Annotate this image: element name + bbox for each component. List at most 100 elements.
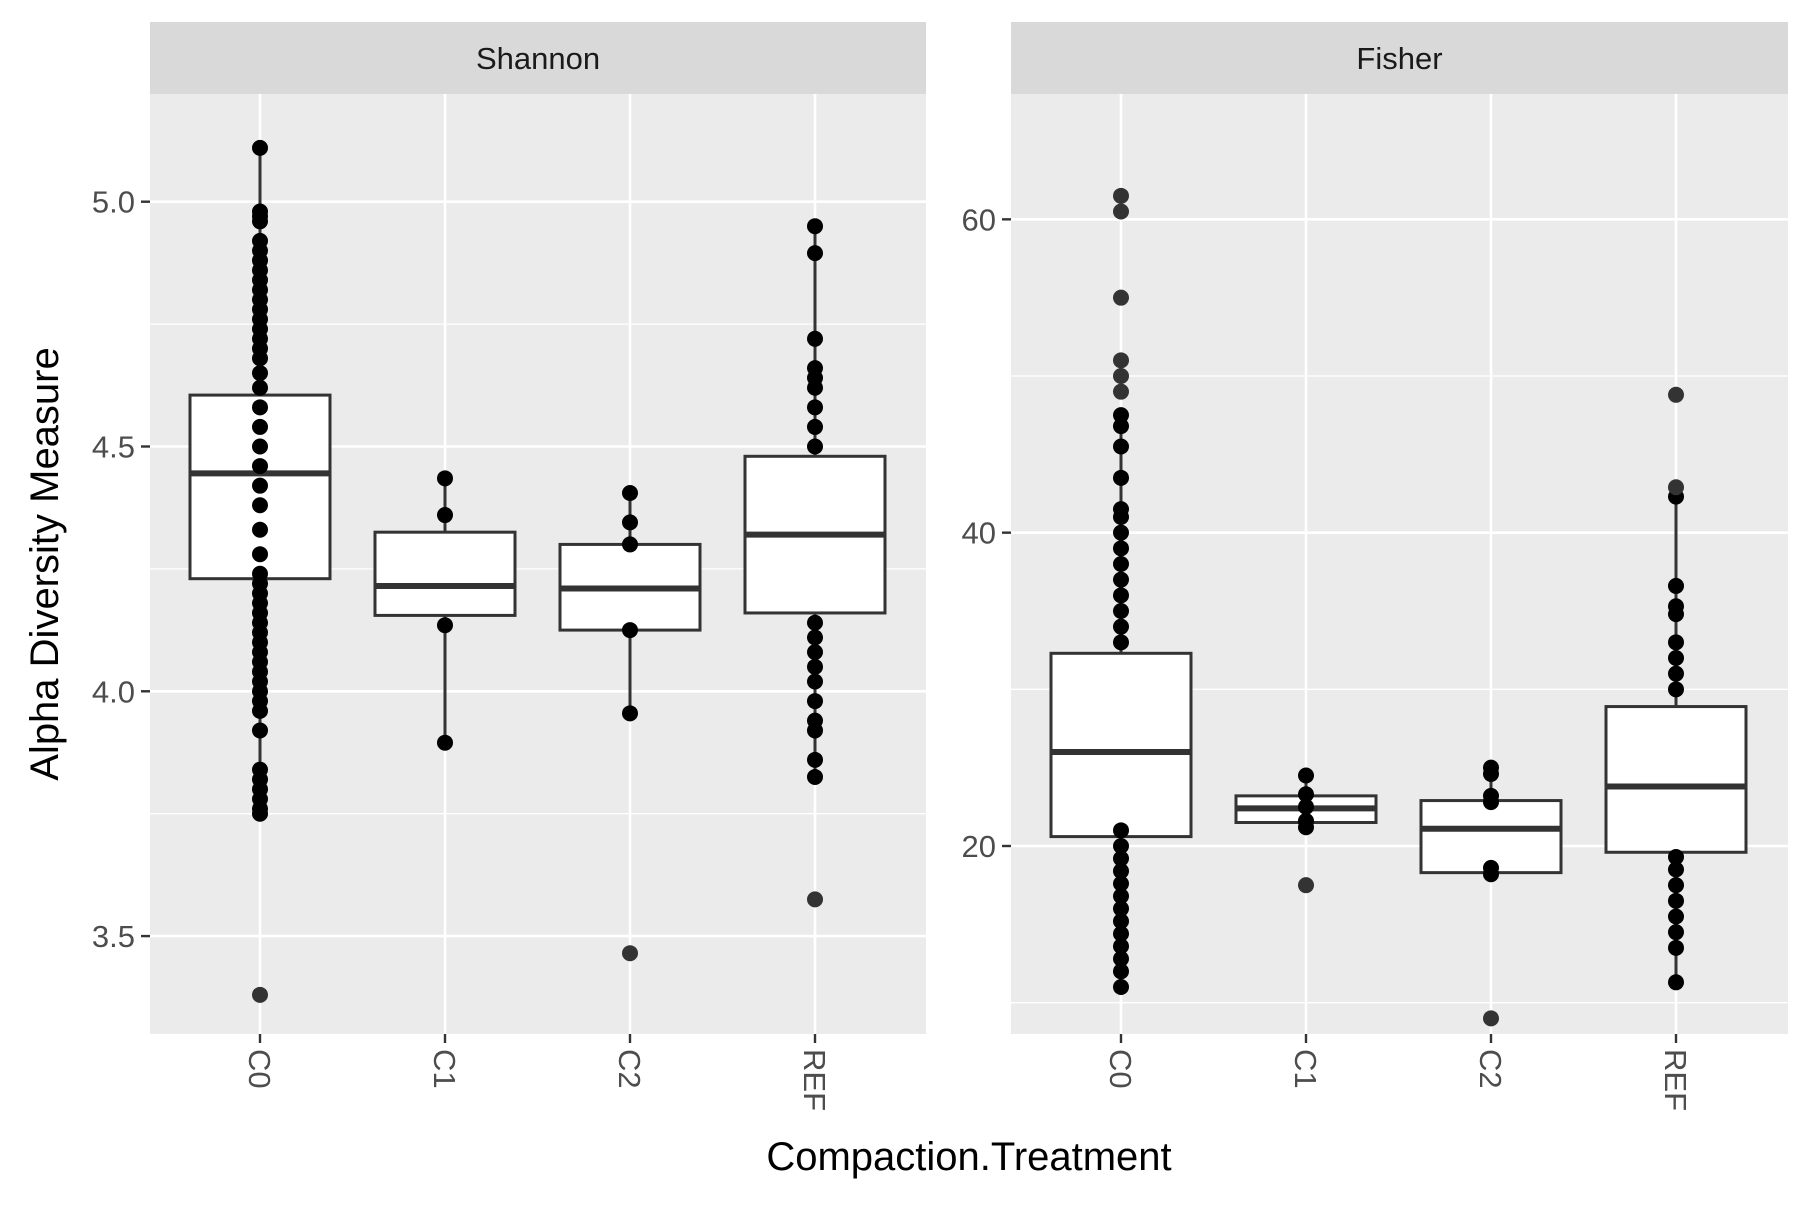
- data-point: [252, 565, 268, 582]
- x-tick-label: C2: [612, 1049, 647, 1089]
- outlier-point: [1668, 386, 1684, 403]
- data-point: [807, 658, 823, 675]
- data-point: [1298, 812, 1314, 829]
- data-point: [1668, 681, 1684, 698]
- data-point: [622, 536, 638, 553]
- data-point: [807, 768, 823, 785]
- data-point: [1668, 665, 1684, 682]
- data-point: [1668, 877, 1684, 894]
- data-point: [1668, 892, 1684, 909]
- data-point: [1113, 501, 1129, 518]
- data-point: [1668, 924, 1684, 941]
- data-point: [1113, 540, 1129, 557]
- data-point: [252, 761, 268, 778]
- box-c2: [558, 485, 702, 962]
- data-point: [252, 438, 268, 455]
- data-point: [1483, 859, 1499, 876]
- data-point: [1668, 861, 1684, 878]
- data-point: [1668, 908, 1684, 925]
- data-point: [622, 485, 638, 502]
- data-point: [807, 245, 823, 262]
- y-tick-label: 20: [962, 829, 996, 864]
- panel-background: [1011, 94, 1788, 1034]
- data-point: [807, 418, 823, 435]
- data-point: [437, 734, 453, 751]
- data-point: [252, 521, 268, 538]
- box-ref: [743, 218, 887, 908]
- data-point: [1113, 950, 1129, 967]
- data-point: [807, 693, 823, 710]
- x-tick-label: REF: [797, 1049, 832, 1111]
- y-axis-title: Alpha Diversity Measure: [23, 347, 67, 781]
- data-point: [807, 399, 823, 416]
- facet-strip: [150, 22, 926, 94]
- data-point: [1113, 571, 1129, 588]
- panel-fisher: Fisher 20 40 60 C0 C1 C2 REF: [962, 22, 1788, 1111]
- data-point: [1113, 938, 1129, 955]
- data-point: [1113, 913, 1129, 930]
- data-point: [622, 705, 638, 722]
- x-tick-label: C0: [242, 1049, 277, 1089]
- x-tick-label: C2: [1473, 1049, 1508, 1089]
- data-point: [1113, 603, 1129, 619]
- data-point: [1113, 979, 1129, 995]
- data-point: [437, 617, 453, 634]
- data-point: [1113, 634, 1129, 651]
- data-point: [807, 629, 823, 646]
- data-point: [807, 438, 823, 455]
- data-point: [1113, 524, 1129, 541]
- x-tick-label: REF: [1658, 1049, 1693, 1111]
- data-point: [252, 546, 268, 563]
- data-point: [1113, 587, 1129, 604]
- data-point: [1113, 838, 1129, 854]
- data-point: [1113, 469, 1129, 486]
- data-point: [1668, 634, 1684, 651]
- box-c0: [1049, 187, 1193, 995]
- data-point: [807, 218, 823, 235]
- facet-strip: [1011, 22, 1788, 94]
- data-point: [1113, 900, 1129, 917]
- data-point: [807, 751, 823, 768]
- x-tick-label: C1: [427, 1049, 462, 1089]
- data-point: [1113, 875, 1129, 892]
- data-point: [252, 722, 268, 739]
- data-point: [622, 622, 638, 639]
- box-c0: [188, 139, 332, 1003]
- data-point: [1113, 850, 1129, 867]
- data-point: [1483, 787, 1499, 804]
- data-point: [1113, 407, 1129, 424]
- data-point: [252, 139, 268, 156]
- data-point: [252, 365, 268, 382]
- x-tick-label: C0: [1103, 1049, 1138, 1089]
- box-body: [373, 530, 517, 617]
- y-tick-label: 4.5: [92, 430, 135, 465]
- data-point: [1113, 618, 1129, 635]
- outlier-point: [622, 945, 638, 962]
- outlier-point: [1113, 383, 1129, 400]
- data-point: [1668, 650, 1684, 666]
- outlier-point: [1113, 203, 1129, 220]
- outlier-point: [1113, 187, 1129, 204]
- outlier-point: [1113, 289, 1129, 306]
- data-point: [807, 712, 823, 729]
- facet-strip-label: Shannon: [476, 41, 600, 76]
- facet-strip-label: Fisher: [1356, 41, 1442, 76]
- data-point: [1668, 598, 1684, 615]
- data-point: [807, 673, 823, 690]
- data-point: [1113, 438, 1129, 455]
- box-body: [1604, 705, 1748, 854]
- outlier-point: [1668, 479, 1684, 496]
- data-point: [252, 379, 268, 396]
- y-tick-label: 3.5: [92, 919, 135, 954]
- box-c2: [1419, 759, 1563, 1027]
- panel-shannon: Shannon 3.5 4.0 4.5 5.0 C0 C1 C2 REF: [92, 22, 926, 1111]
- x-tick-label: C1: [1288, 1049, 1323, 1089]
- data-point: [622, 514, 638, 531]
- data-point: [1113, 963, 1129, 980]
- box-c1: [373, 470, 517, 751]
- box-c1: [1234, 767, 1378, 894]
- data-point: [1668, 939, 1684, 956]
- data-point: [1298, 767, 1314, 784]
- box-ref: [1604, 386, 1748, 991]
